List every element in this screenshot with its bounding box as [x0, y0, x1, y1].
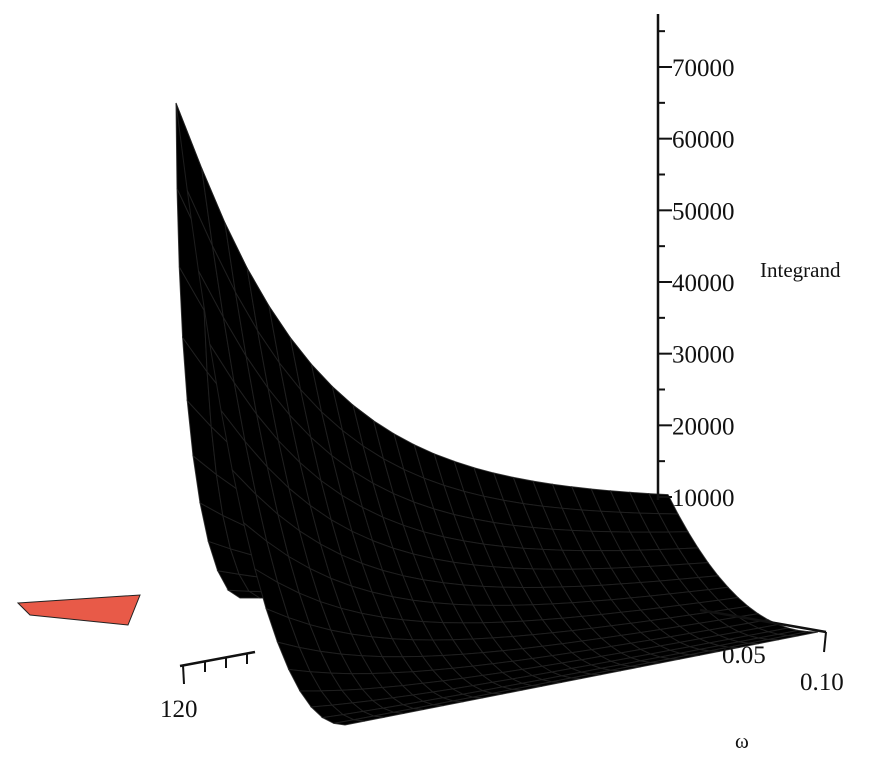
z-tick-label: 60000: [672, 127, 735, 154]
x-axis-line: [179, 650, 256, 668]
z-tick-label: 20000: [672, 413, 735, 440]
z-axis-label: Integrand: [760, 258, 841, 282]
z-tick-label: 70000: [672, 55, 735, 82]
omega-major-tick: [823, 631, 827, 653]
omega-tick-label: 0.10: [800, 669, 844, 696]
surface-floor-left: [16, 594, 141, 626]
x-axis-ticks: 120: [160, 650, 256, 723]
x-tick-label: 120: [160, 696, 198, 723]
z-tick-label: 10000: [672, 485, 735, 512]
z-axis-ticks: 10000 20000 30000 40000 50000 60000 70000: [658, 30, 735, 512]
surface-front-cell: [788, 631, 819, 637]
surface-mesh: [16, 102, 819, 726]
omega-tick-label: 0.05: [722, 642, 766, 669]
omega-axis-ticks: 0.05 0.10: [699, 608, 844, 696]
omega-axis-label: ω: [735, 729, 749, 753]
x-major-tick: [182, 664, 185, 685]
z-tick-label: 40000: [672, 270, 735, 297]
z-tick-label: 30000: [672, 342, 735, 369]
axes: 10000 20000 30000 40000 50000 60000 70000 Inte…: [160, 14, 844, 753]
omega-axis-line: [699, 608, 827, 634]
z-tick-label: 50000: [672, 198, 735, 225]
